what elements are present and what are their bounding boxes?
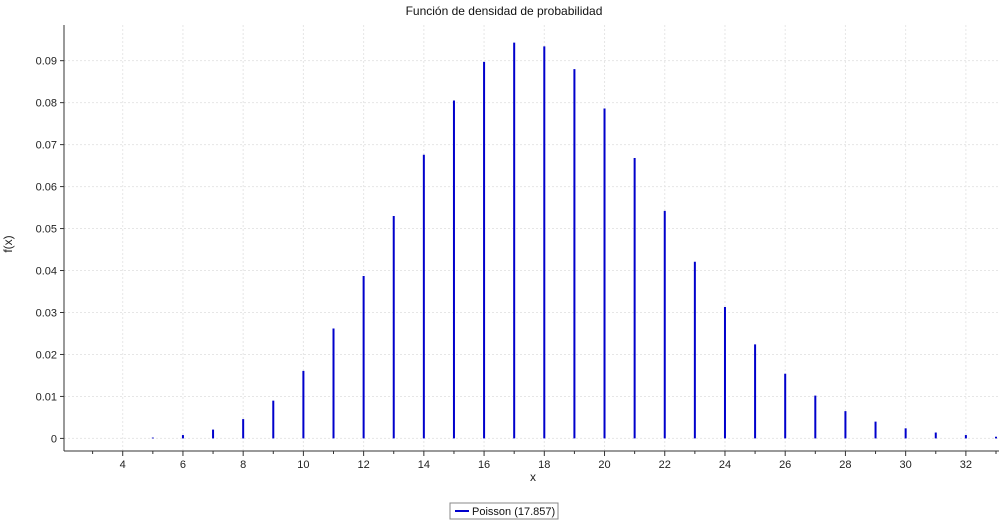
x-tick-label: 28 bbox=[839, 459, 851, 471]
x-tick-label: 4 bbox=[120, 459, 126, 471]
x-tick-label: 24 bbox=[719, 459, 731, 471]
x-tick-label: 10 bbox=[297, 459, 309, 471]
y-tick-label: 0.07 bbox=[36, 140, 57, 152]
x-ticks-layer: 4 6 8 10 12 14 16 18 20 22 24 26 28 30 32 bbox=[92, 451, 997, 471]
y-tick-label: 0.03 bbox=[36, 307, 57, 319]
y-tick-label: 0 bbox=[51, 433, 57, 445]
y-tick-label: 0.05 bbox=[36, 224, 57, 236]
x-tick-label: 12 bbox=[357, 459, 369, 471]
legend: Poisson (17.857) bbox=[449, 502, 559, 520]
x-tick-label: 30 bbox=[900, 459, 912, 471]
y-tick-label: 0.06 bbox=[36, 182, 57, 194]
y-tick-label: 0.08 bbox=[36, 98, 57, 110]
plot-background bbox=[64, 25, 999, 451]
legend-box bbox=[449, 502, 559, 520]
plot-area: 4 6 8 10 12 14 16 18 20 22 24 26 28 30 32 0 0.01 0.02 0.0… bbox=[36, 25, 999, 471]
y-axis-title: f(x) bbox=[1, 235, 15, 252]
legend-label: Poisson (17.857) bbox=[472, 506, 555, 518]
chart-title: Función de densidad de probabilidad bbox=[406, 4, 603, 18]
x-tick-label: 18 bbox=[538, 459, 550, 471]
y-tick-label: 0.02 bbox=[36, 349, 57, 361]
y-ticks-layer: 0 0.01 0.02 0.03 0.04 0.05 0.06 0.07 0.08 0.09 bbox=[36, 56, 64, 445]
x-tick-label: 22 bbox=[659, 459, 671, 471]
x-tick-label: 14 bbox=[418, 459, 430, 471]
x-tick-label: 20 bbox=[598, 459, 610, 471]
x-tick-label: 26 bbox=[779, 459, 791, 471]
x-axis-title: x bbox=[530, 470, 536, 484]
x-tick-label: 32 bbox=[960, 459, 972, 471]
y-tick-label: 0.01 bbox=[36, 391, 57, 403]
x-tick-label: 8 bbox=[240, 459, 246, 471]
y-tick-label: 0.09 bbox=[36, 56, 57, 68]
x-tick-label: 6 bbox=[180, 459, 186, 471]
y-tick-label: 0.04 bbox=[36, 266, 57, 278]
bars-layer bbox=[151, 42, 997, 439]
x-tick-label: 16 bbox=[478, 459, 490, 471]
